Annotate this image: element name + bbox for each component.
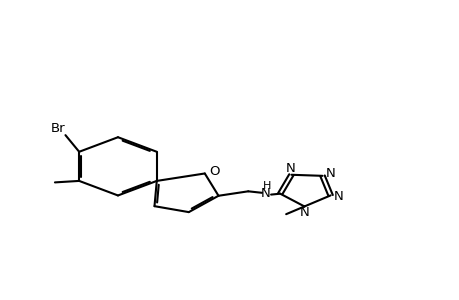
Text: N: N [260,187,270,200]
Text: N: N [333,190,343,203]
Text: N: N [299,206,308,220]
Text: O: O [209,165,219,178]
Text: Br: Br [51,122,65,135]
Text: H: H [263,181,271,191]
Text: N: N [285,162,295,175]
Text: N: N [325,167,335,180]
